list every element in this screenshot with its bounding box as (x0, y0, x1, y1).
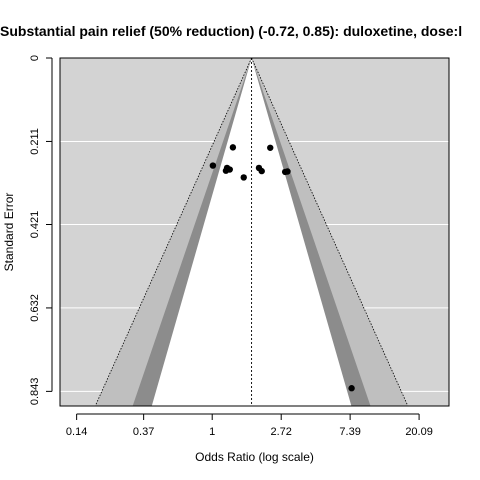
study-point (284, 168, 291, 175)
y-tick-label: 0.421 (29, 211, 41, 239)
y-tick-label: 0.632 (29, 294, 41, 322)
x-tick-label: 1 (209, 426, 215, 438)
plot-panel-border (59, 57, 450, 407)
x-tick-label: 7.39 (339, 426, 360, 438)
study-point (240, 174, 247, 181)
x-axis: 0.14 0.37 1 2.72 7.39 20.09 (66, 413, 433, 438)
x-tick-label: 20.09 (405, 426, 433, 438)
study-point (348, 385, 355, 392)
study-point (226, 166, 233, 173)
study-point (258, 167, 265, 175)
funnel-left-edge (94, 57, 252, 407)
y-axis-label: Standard Error (2, 193, 16, 272)
study-point (209, 162, 217, 169)
x-tick-label: 0.14 (66, 426, 87, 438)
study-point (229, 144, 237, 151)
study-point (267, 144, 274, 151)
x-tick-label: 2.72 (270, 426, 291, 438)
funnel-boundary-lines (94, 57, 409, 407)
y-tick-label: 0.843 (29, 378, 41, 406)
y-tick-label: 0 (29, 55, 41, 61)
funnel-right-edge (251, 57, 409, 407)
x-axis-label: Odds Ratio (log scale) (195, 450, 314, 464)
y-tick-label: 0.211 (29, 128, 41, 155)
y-axis: 0 0.211 0.421 0.632 0.843 (29, 55, 53, 406)
study-points (209, 144, 355, 392)
x-tick-label: 0.37 (133, 426, 154, 438)
chart-title: Substantial pain relief (50% reduction) … (0, 23, 462, 39)
